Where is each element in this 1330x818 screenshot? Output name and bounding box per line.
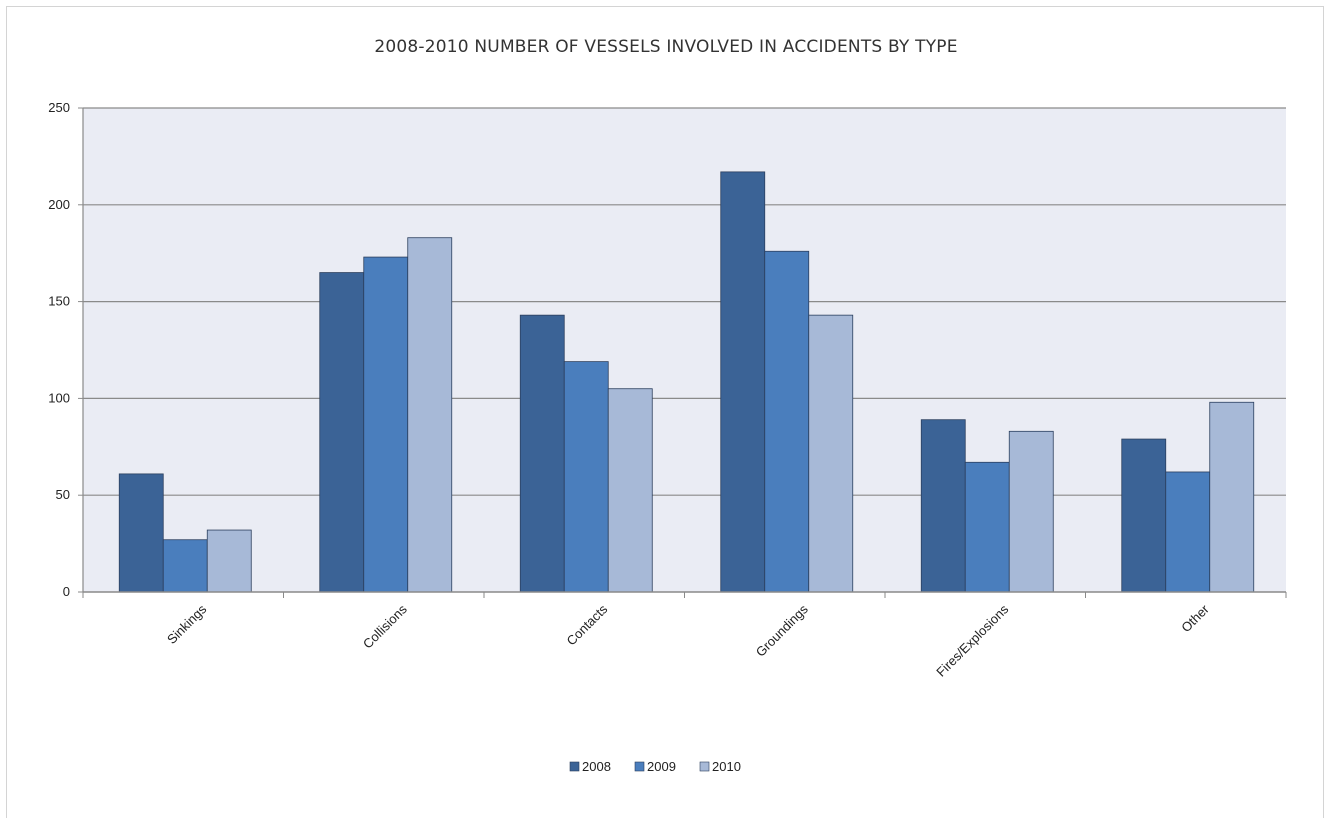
legend: 2008 2009 2010 [569, 759, 741, 774]
gridlines [83, 107, 1286, 496]
bars [118, 171, 1255, 593]
bar-2010-contacts [607, 388, 653, 593]
y-tick-label: 150 [48, 294, 70, 309]
legend-label-2010: 2010 [712, 759, 741, 774]
bar-2009-other [1165, 471, 1211, 593]
y-tick-label: 50 [56, 487, 70, 502]
x-tick-label: Sinkings [164, 601, 210, 647]
bar-2009-sinkings [162, 539, 208, 593]
bar-2010-groundings [808, 314, 854, 593]
x-tick-label: Fires/Explosions [933, 601, 1011, 679]
legend-label-2009: 2009 [647, 759, 676, 774]
x-tick-label: Collisions [360, 601, 410, 651]
bar-2009-fires-explosions [964, 461, 1010, 593]
y-tick-label: 0 [63, 584, 70, 599]
x-tick-label: Contacts [563, 601, 610, 648]
bar-2008-contacts [519, 314, 565, 593]
legend-label-2008: 2008 [582, 759, 611, 774]
bar-2009-contacts [563, 361, 609, 593]
x-axis-ticks: Sinkings Collisions Contacts Groundings Fire… [82, 592, 1287, 680]
x-tick-label: Groundings [753, 601, 811, 659]
plot-area [83, 108, 1286, 592]
legend-swatch-2010 [699, 761, 710, 772]
y-axis-ticks: 0 50 100 150 200 250 [48, 100, 83, 599]
y-tick-label: 200 [48, 197, 70, 212]
bar-2008-collisions [319, 272, 365, 593]
bar-2010-sinkings [206, 529, 252, 593]
bar-2009-collisions [363, 256, 409, 593]
legend-swatch-2009 [634, 761, 645, 772]
bar-2010-fires-explosions [1008, 430, 1054, 593]
chart-title: 2008-2010 NUMBER OF VESSELS INVOLVED IN … [374, 37, 958, 57]
bar-2010-collisions [407, 237, 453, 593]
bar-2008-fires-explosions [920, 419, 966, 593]
y-tick-label: 100 [48, 390, 70, 405]
bar-2008-other [1121, 438, 1167, 593]
bar-2008-sinkings [118, 473, 164, 593]
y-tick-label: 250 [48, 100, 70, 115]
bar-2009-groundings [764, 250, 810, 593]
legend-swatch-2008 [569, 761, 580, 772]
bar-2010-other [1209, 401, 1255, 593]
x-tick-label: Other [1178, 601, 1212, 635]
bar-2008-groundings [720, 171, 766, 593]
